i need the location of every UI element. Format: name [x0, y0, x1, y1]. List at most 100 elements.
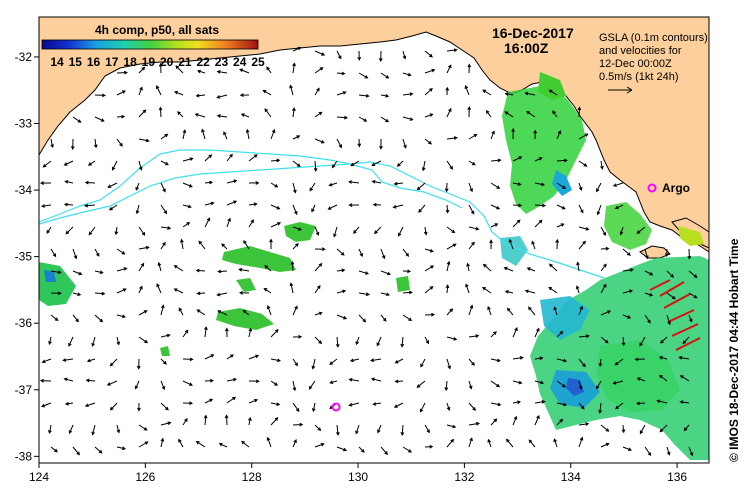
velocity-arrow [72, 270, 83, 276]
velocity-arrow [446, 336, 458, 341]
plot-frame [38, 16, 710, 464]
velocity-arrow [94, 270, 104, 275]
velocity-arrow [198, 240, 206, 250]
velocity-arrow [373, 226, 382, 235]
velocity-arrow [292, 358, 298, 367]
velocity-arrow [622, 289, 634, 294]
velocity-arrow [204, 398, 214, 404]
velocity-arrow [548, 89, 558, 96]
velocity-arrow [534, 157, 543, 162]
velocity-arrow [135, 182, 140, 191]
velocity-arrow [160, 182, 166, 193]
velocity-arrow [578, 422, 590, 426]
velocity-arrow [182, 129, 187, 140]
argo-marker[interactable] [647, 183, 657, 193]
colorbar-label: 23 [215, 55, 229, 69]
velocity-arrow [182, 157, 194, 162]
velocity-arrow [394, 358, 404, 364]
velocity-arrow [664, 248, 669, 258]
velocity-arrow [508, 238, 514, 250]
x-tick-label: 132 [454, 470, 474, 484]
velocity-arrow [314, 424, 322, 432]
velocity-arrow [416, 182, 426, 191]
velocity-arrow [394, 379, 404, 384]
velocity-arrow [135, 204, 140, 215]
y-tick-label: -38 [15, 449, 33, 463]
velocity-arrow [266, 305, 272, 316]
velocity-arrow [216, 292, 228, 297]
velocity-arrow [468, 241, 475, 250]
velocity-arrow [512, 203, 523, 208]
velocity-arrow [468, 380, 473, 390]
velocity-arrow [468, 358, 475, 366]
velocity-arrow [600, 160, 604, 170]
time-title: 16:00Z [504, 40, 549, 56]
velocity-arrow [467, 63, 472, 74]
velocity-arrow [157, 261, 162, 272]
velocity-arrow [512, 219, 521, 228]
velocity-arrow [600, 226, 607, 237]
velocity-arrow [270, 158, 281, 163]
velocity-arrow [336, 268, 346, 273]
velocity-arrow [116, 114, 126, 119]
velocity-arrow [314, 311, 323, 316]
velocity-arrow [556, 358, 568, 363]
velocity-arrow [182, 357, 194, 362]
velocity-arrow [160, 421, 172, 426]
velocity-arrow [512, 156, 523, 162]
velocity-arrow [93, 138, 98, 149]
colorbar-label: 19 [142, 55, 156, 69]
velocity-arrow [40, 181, 52, 185]
velocity-arrow [598, 402, 602, 414]
velocity-arrow [446, 243, 457, 250]
velocity-arrow [314, 442, 325, 448]
velocity-arrow [683, 424, 690, 432]
velocity-arrow [600, 442, 610, 448]
velocity-arrow [248, 219, 254, 228]
velocity-arrow [136, 358, 141, 370]
velocity-arrow [614, 358, 624, 366]
date-title: 16-Dec-2017 [492, 25, 574, 41]
velocity-arrow [116, 446, 127, 451]
velocity-arrow [221, 243, 228, 250]
velocity-arrow [336, 314, 348, 320]
velocity-arrow [248, 327, 253, 338]
velocity-arrow [402, 72, 412, 77]
velocity-arrow [158, 106, 163, 118]
velocity-arrow [556, 223, 565, 228]
velocity-arrow [352, 226, 360, 234]
velocity-arrow [270, 329, 279, 338]
velocity-arrow [178, 438, 184, 448]
argo-marker-offshore[interactable] [331, 402, 341, 412]
velocity-arrow [238, 267, 250, 272]
velocity-arrow [371, 160, 382, 166]
velocity-arrow [511, 127, 515, 140]
legend-line-4: 0.5m/s (1kt 24h) [599, 71, 678, 83]
velocity-arrow [173, 288, 184, 294]
velocity-arrow [423, 226, 428, 236]
velocity-arrow [138, 441, 149, 448]
velocity-arrow [182, 182, 193, 188]
velocity-arrow [292, 422, 304, 427]
velocity-arrow [424, 312, 436, 317]
imos-credit: © IMOS 18-Dec-2017 04:44 Hobart Time [727, 238, 741, 462]
velocity-arrow [336, 248, 345, 256]
velocity-arrow [336, 289, 347, 294]
velocity-arrow [577, 106, 582, 118]
velocity-arrow [378, 50, 383, 63]
colorbar-label: 24 [233, 55, 247, 69]
velocity-arrow [174, 90, 184, 96]
velocity-arrow [416, 380, 426, 388]
velocity-arrow [248, 354, 260, 360]
velocity-arrow [636, 226, 646, 234]
velocity-arrow [467, 106, 472, 118]
velocity-arrow [682, 336, 690, 345]
velocity-arrow [512, 356, 524, 360]
velocity-arrow [487, 305, 492, 316]
velocity-arrow [371, 179, 382, 184]
velocity-arrow [687, 248, 692, 260]
velocity-arrow [72, 292, 82, 297]
velocity-arrow [50, 138, 54, 149]
velocity-arrow [468, 226, 480, 231]
velocity-arrow [94, 93, 106, 98]
